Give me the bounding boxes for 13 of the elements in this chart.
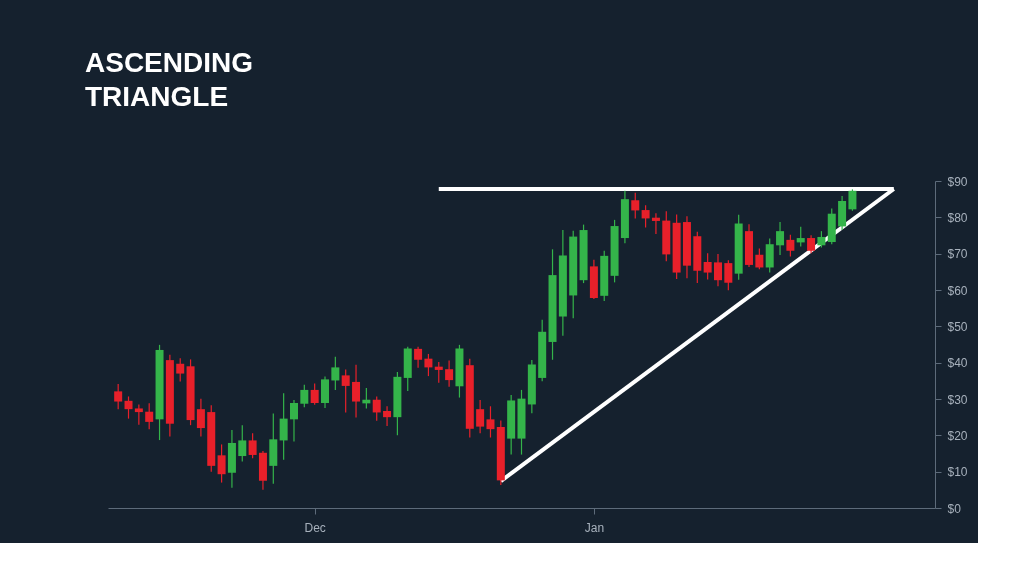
x-tick-label: Dec	[304, 520, 326, 535]
chart-title: ASCENDING TRIANGLE	[85, 47, 254, 112]
y-tick-label: $90	[947, 174, 968, 189]
y-tick-label: $0	[947, 501, 962, 516]
y-tick-label: $10	[947, 465, 968, 480]
y-tick-label: $30	[947, 392, 968, 407]
y-tick-label: $50	[947, 319, 968, 334]
x-tick-label: Jan	[584, 520, 605, 535]
y-tick-label: $60	[947, 283, 968, 298]
y-tick-label: $20	[947, 428, 968, 443]
y-tick-label: $80	[947, 210, 968, 225]
y-tick-label: $40	[947, 356, 968, 371]
y-tick-label: $70	[947, 247, 968, 262]
